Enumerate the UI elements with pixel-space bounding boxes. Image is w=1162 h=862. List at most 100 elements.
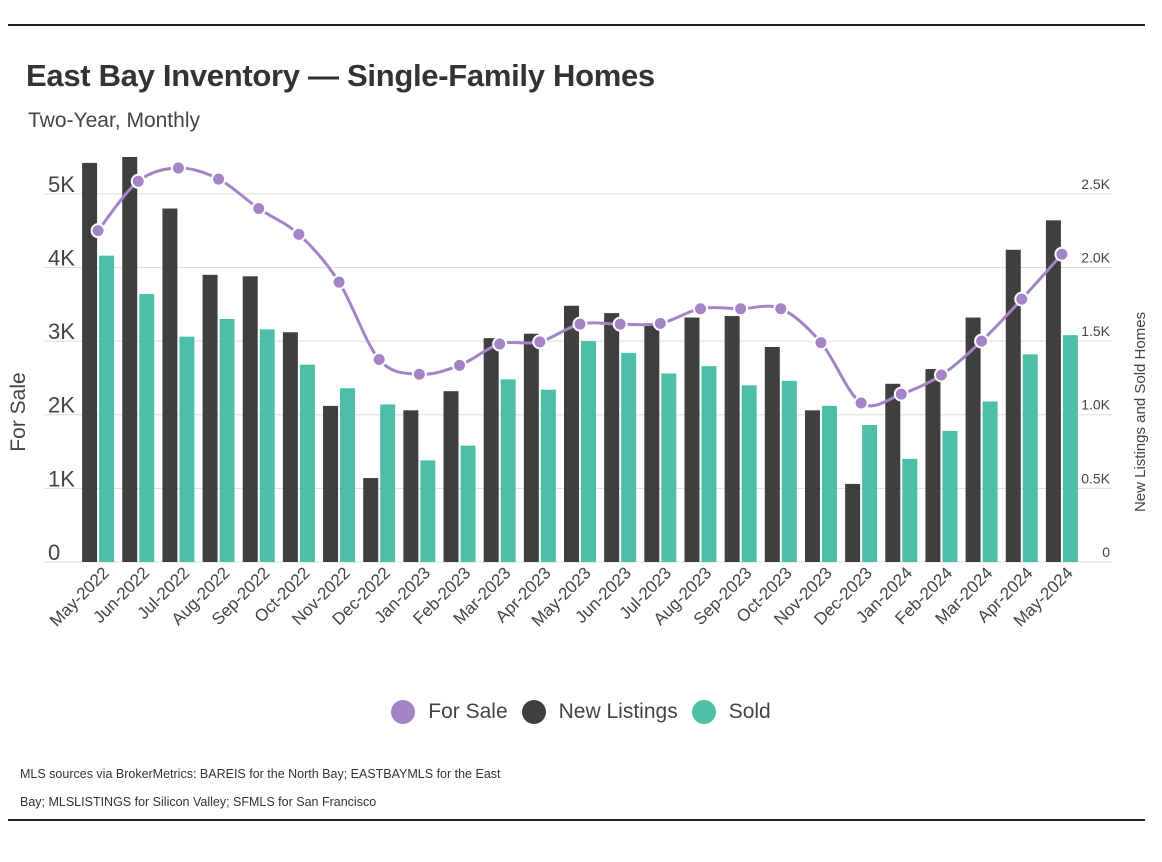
bar-new-listings [202,274,218,562]
bar-sold [460,445,476,562]
bar-new-listings [523,333,539,562]
point-for-sale [572,316,588,332]
bar-sold [179,336,195,562]
bar-sold [139,293,155,562]
bar-new-listings [804,410,820,562]
y-tick-label: 0 [48,540,60,565]
for-sale-line [90,160,1070,411]
bar-sold [661,373,677,562]
bar-sold [1062,335,1078,562]
legend-item-new-listings[interactable]: New Listings [521,700,678,724]
y2-tick-label: 2.5K [1081,176,1110,192]
bar-new-listings [564,305,579,562]
point-for-sale [371,352,387,367]
y-tick-label: 2K [48,393,75,418]
bar-new-listings [162,208,178,562]
bar-sold [259,329,275,562]
bar-sold [299,364,315,562]
y2-tick-label: 1.5K [1081,323,1110,339]
bar-new-listings [403,410,419,562]
point-for-sale [291,226,307,242]
point-for-sale [773,301,789,317]
point-for-sale [652,315,668,331]
y-tick-label: 5K [48,172,75,197]
bar-new-listings [323,405,339,562]
bar-new-listings [443,391,459,562]
bar-sold [540,389,556,562]
point-for-sale [853,395,869,411]
legend-label-sold: Sold [728,700,771,723]
bar-new-listings [363,478,379,562]
point-for-sale [612,316,628,332]
bar-sold [621,352,637,562]
y2-axis-label: New Listings and Sold Homes [1132,312,1149,512]
bar-new-listings [604,313,620,562]
bar-new-listings [965,317,981,562]
bar-sold [701,366,717,562]
bar-new-listings [483,338,499,562]
y2-tick-label: 2.0K [1081,249,1110,265]
point-for-sale [331,274,347,290]
bar-new-listings [122,157,138,562]
top-rule [8,24,1145,26]
bar-sold [581,341,596,562]
bar-sold [821,405,837,562]
y-tick-label: 4K [48,245,75,270]
point-for-sale [251,201,267,217]
bar-new-listings [684,317,700,562]
point-for-sale [492,336,508,352]
chart: 0 1K 2K 3K 4K 5K 0 0.5K 1.0K 1.5K 2.0K 2.5K For Sale… [7,157,1149,630]
legend: For Sale New Listings Sold [0,700,1162,724]
point-for-sale [974,333,990,349]
bars [82,157,1078,563]
bar-new-listings [724,316,740,562]
point-for-sale [130,173,146,189]
point-for-sale [411,366,427,382]
point-for-sale [452,357,468,373]
for-sale-swatch [391,700,416,724]
bar-new-listings [925,369,941,562]
point-for-sale [933,367,949,383]
point-for-sale [893,386,909,402]
y2-tick-label: 1.0K [1081,397,1110,413]
y-tick-label: 1K [48,466,75,491]
point-for-sale [1054,246,1070,262]
y-tick-label: 3K [48,319,75,344]
bar-new-listings [1005,249,1021,563]
bar-sold [982,401,998,562]
bar-new-listings [282,332,298,562]
chart-title: East Bay Inventory — Single-Family Homes [26,58,655,93]
bar-new-listings [242,276,258,562]
bar-sold [340,388,356,562]
line-for-sale [96,166,1064,408]
legend-label-for-sale: For Sale [428,700,508,723]
point-for-sale [813,335,829,351]
new-listings-swatch [521,700,546,724]
bar-sold [219,319,235,562]
bar-new-listings [1045,220,1061,562]
point-for-sale [170,160,186,176]
bar-sold [420,460,436,562]
bar-new-listings [845,483,861,562]
bar-sold [781,380,797,562]
bar-sold [862,425,878,562]
legend-item-for-sale[interactable]: For Sale [391,700,508,724]
source-note-line-1: MLS sources via BrokerMetrics: BAREIS fo… [20,767,501,781]
legend-item-sold[interactable]: Sold [691,700,771,724]
source-note-line-2: Bay; MLSLISTINGS for Silicon Valley; SFM… [20,795,377,809]
point-for-sale [733,301,749,317]
bottom-rule [8,819,1145,821]
bar-sold [99,255,115,562]
bar-sold [942,430,958,562]
bar-sold [380,404,396,562]
chart-subtitle: Two-Year, Monthly [28,109,200,132]
y2-tick-label: 0 [1102,544,1110,560]
bar-new-listings [82,162,98,562]
bar-new-listings [764,346,780,562]
sold-swatch [691,700,716,724]
bar-sold [1022,354,1038,562]
y-axis-label: For Sale [7,372,30,451]
point-for-sale [532,334,548,350]
legend-label-new-listings: New Listings [558,700,678,723]
point-for-sale [1014,291,1030,307]
